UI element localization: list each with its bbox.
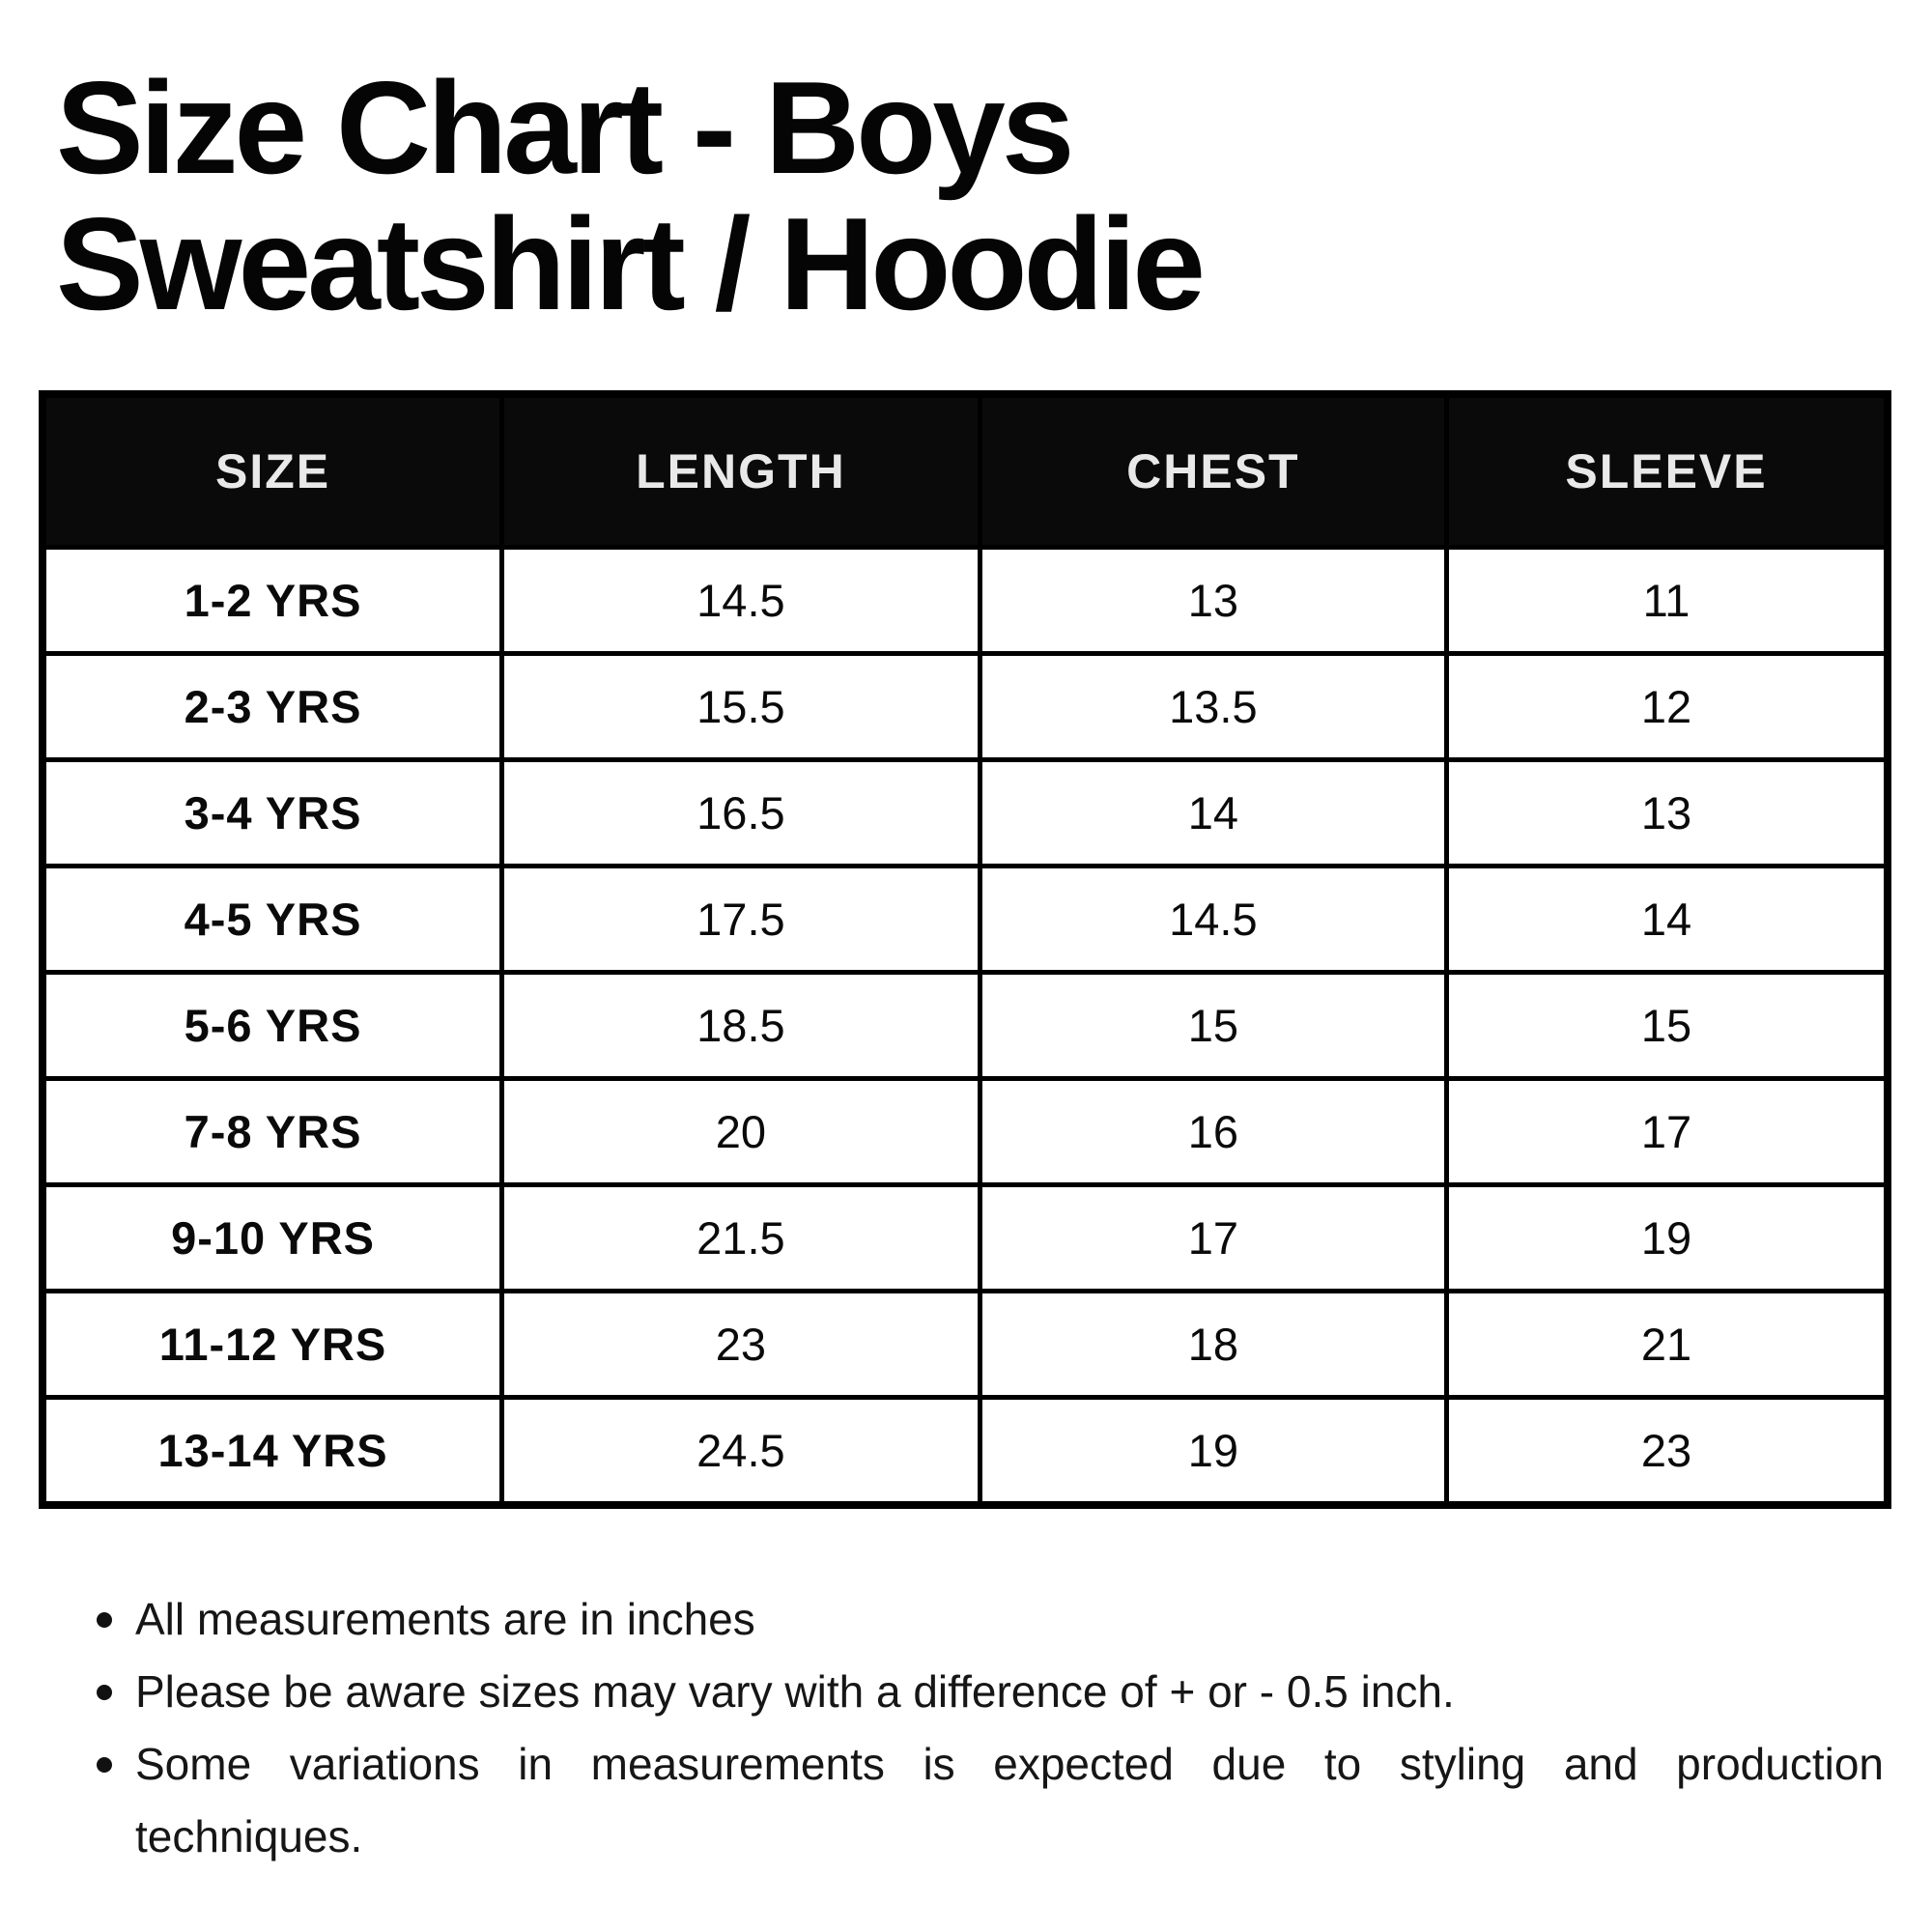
sleeve-cell: 11 — [1443, 545, 1890, 656]
chest-cell: 18 — [977, 1289, 1449, 1400]
table-row: 1-2 YRS 14.5 13 11 — [40, 545, 1890, 656]
sleeve-cell: 14 — [1443, 864, 1890, 975]
footnote-item: Please be aware sizes may vary with a di… — [97, 1656, 1884, 1728]
footnote-item: Some variations in measurements is expec… — [97, 1728, 1884, 1873]
chest-cell: 17 — [977, 1182, 1449, 1293]
length-cell: 24.5 — [499, 1395, 982, 1508]
chest-cell: 13 — [977, 545, 1449, 656]
sleeve-cell: 17 — [1443, 1076, 1890, 1187]
column-header-size: SIZE — [40, 391, 505, 550]
sleeve-cell: 15 — [1443, 970, 1890, 1081]
size-cell: 4-5 YRS — [40, 864, 505, 975]
table-header-row: SIZE LENGTH CHEST SLEEVE — [40, 391, 1890, 550]
chest-cell: 16 — [977, 1076, 1449, 1187]
length-cell: 18.5 — [499, 970, 982, 1081]
size-cell: 3-4 YRS — [40, 757, 505, 868]
size-cell: 1-2 YRS — [40, 545, 505, 656]
sleeve-cell: 19 — [1443, 1182, 1890, 1293]
sleeve-cell: 13 — [1443, 757, 1890, 868]
length-cell: 21.5 — [499, 1182, 982, 1293]
table-row: 4-5 YRS 17.5 14.5 14 — [40, 864, 1890, 975]
length-cell: 17.5 — [499, 864, 982, 975]
table-row: 2-3 YRS 15.5 13.5 12 — [40, 651, 1890, 762]
chest-cell: 13.5 — [977, 651, 1449, 762]
chest-cell: 14 — [977, 757, 1449, 868]
table-row: 5-6 YRS 18.5 15 15 — [40, 970, 1890, 1081]
page-title: Size Chart - Boys Sweatshirt / Hoodie — [56, 54, 1206, 337]
bullet-icon — [97, 1757, 112, 1773]
chest-cell: 14.5 — [977, 864, 1449, 975]
length-cell: 16.5 — [499, 757, 982, 868]
table-row: 13-14 YRS 24.5 19 23 — [40, 1395, 1890, 1508]
length-cell: 23 — [499, 1289, 982, 1400]
size-cell: 2-3 YRS — [40, 651, 505, 762]
table-row: 11-12 YRS 23 18 21 — [40, 1289, 1890, 1400]
size-chart-table: SIZE LENGTH CHEST SLEEVE 1-2 YRS 14.5 13… — [39, 390, 1891, 1509]
footnote-text-continued: techniques. — [135, 1811, 363, 1861]
footnote-text: All measurements are in inches — [135, 1594, 755, 1644]
column-header-sleeve: SLEEVE — [1443, 391, 1890, 550]
column-header-chest: CHEST — [977, 391, 1449, 550]
table-row: 9-10 YRS 21.5 17 19 — [40, 1182, 1890, 1293]
column-header-length: LENGTH — [499, 391, 982, 550]
size-cell: 7-8 YRS — [40, 1076, 505, 1187]
page-title-line-1: Size Chart - Boys — [56, 54, 1074, 201]
bullet-icon — [97, 1685, 112, 1700]
table-row: 7-8 YRS 20 16 17 — [40, 1076, 1890, 1187]
size-cell: 13-14 YRS — [40, 1395, 505, 1508]
chest-cell: 15 — [977, 970, 1449, 1081]
footnotes: All measurements are in inches Please be… — [97, 1583, 1884, 1873]
length-cell: 20 — [499, 1076, 982, 1187]
sleeve-cell: 21 — [1443, 1289, 1890, 1400]
table-row: 3-4 YRS 16.5 14 13 — [40, 757, 1890, 868]
footnote-text: Some variations in measurements is expec… — [135, 1739, 1884, 1789]
length-cell: 15.5 — [499, 651, 982, 762]
sleeve-cell: 23 — [1443, 1395, 1890, 1508]
bullet-icon — [97, 1612, 112, 1628]
size-cell: 11-12 YRS — [40, 1289, 505, 1400]
footnote-item: All measurements are in inches — [97, 1583, 1884, 1656]
chest-cell: 19 — [977, 1395, 1449, 1508]
size-cell: 9-10 YRS — [40, 1182, 505, 1293]
sleeve-cell: 12 — [1443, 651, 1890, 762]
size-cell: 5-6 YRS — [40, 970, 505, 1081]
page-title-line-2: Sweatshirt / Hoodie — [56, 190, 1206, 337]
footnote-text: Please be aware sizes may vary with a di… — [135, 1666, 1455, 1717]
length-cell: 14.5 — [499, 545, 982, 656]
